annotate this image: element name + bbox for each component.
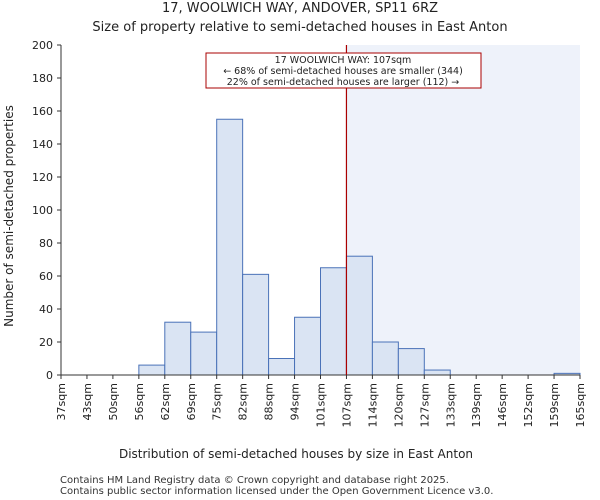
highlight-region bbox=[346, 45, 580, 375]
x-tick-label-82sqm: 82sqm bbox=[237, 383, 250, 420]
y-tick-label-0: 0 bbox=[46, 369, 53, 382]
bar-94sqm bbox=[294, 316, 321, 376]
bar-114sqm bbox=[371, 341, 399, 376]
x-tick-label-120sqm: 120sqm bbox=[392, 383, 405, 427]
x-tick-label-62sqm: 62sqm bbox=[159, 383, 172, 420]
bar-62sqm bbox=[164, 321, 192, 376]
x-tick-label-139sqm: 139sqm bbox=[470, 383, 483, 427]
bar-88sqm bbox=[268, 358, 296, 376]
y-axis-label: Number of semi-detached properties bbox=[2, 105, 16, 327]
y-tick-label-60: 60 bbox=[39, 270, 53, 283]
bar-120sqm bbox=[397, 348, 425, 376]
y-tick-label-80: 80 bbox=[39, 237, 53, 250]
x-tick-label-43sqm: 43sqm bbox=[81, 383, 94, 420]
footer-line-1: Contains HM Land Registry data © Crown c… bbox=[60, 475, 449, 486]
x-tick-label-88sqm: 88sqm bbox=[263, 383, 276, 420]
y-tick-label-200: 200 bbox=[32, 39, 53, 52]
y-tick-label-180: 180 bbox=[32, 72, 53, 85]
y-tick-label-20: 20 bbox=[39, 336, 53, 349]
bar-75sqm bbox=[216, 118, 244, 376]
annotation-line-1: 17 WOOLWICH WAY: 107sqm bbox=[275, 55, 412, 66]
footer-line-2: Contains public sector information licen… bbox=[60, 486, 493, 497]
annotation-frame bbox=[205, 52, 482, 89]
bar-82sqm bbox=[242, 273, 270, 376]
x-tick-label-94sqm: 94sqm bbox=[289, 383, 302, 420]
x-tick-label-107sqm: 107sqm bbox=[340, 383, 353, 427]
x-tick-label-127sqm: 127sqm bbox=[418, 383, 431, 427]
bar-107sqm bbox=[345, 255, 373, 376]
y-tick-label-120: 120 bbox=[32, 171, 53, 184]
x-tick-label-69sqm: 69sqm bbox=[185, 383, 198, 420]
x-tick-label-159sqm: 159sqm bbox=[548, 383, 561, 427]
x-tick-label-101sqm: 101sqm bbox=[315, 383, 328, 427]
y-tick-label-100: 100 bbox=[32, 204, 53, 217]
annotation-line-3: 22% of semi-detached houses are larger (… bbox=[227, 77, 460, 88]
bar-69sqm bbox=[190, 331, 218, 376]
bar-56sqm bbox=[138, 364, 166, 376]
annotation-line-2: ← 68% of semi-detached houses are smalle… bbox=[223, 66, 463, 77]
x-tick-label-152sqm: 152sqm bbox=[522, 383, 535, 427]
x-tick-label-50sqm: 50sqm bbox=[107, 383, 120, 420]
bar-101sqm bbox=[320, 267, 347, 376]
x-tick-label-75sqm: 75sqm bbox=[211, 383, 224, 420]
y-tick-label-140: 140 bbox=[32, 138, 53, 151]
x-tick-label-114sqm: 114sqm bbox=[366, 383, 379, 427]
x-tick-label-165sqm: 165sqm bbox=[574, 383, 587, 427]
y-tick-label-160: 160 bbox=[32, 105, 53, 118]
bar-127sqm bbox=[423, 369, 451, 376]
x-tick-label-37sqm: 37sqm bbox=[55, 383, 68, 420]
x-tick-label-146sqm: 146sqm bbox=[496, 383, 509, 427]
x-tick-label-56sqm: 56sqm bbox=[133, 383, 146, 420]
x-tick-label-133sqm: 133sqm bbox=[444, 383, 457, 427]
y-tick-label-40: 40 bbox=[39, 303, 53, 316]
annotation-box: 17 WOOLWICH WAY: 107sqm ← 68% of semi-de… bbox=[205, 52, 482, 89]
chart-title: 17, WOOLWICH WAY, ANDOVER, SP11 6RZ bbox=[162, 1, 438, 16]
chart-subtitle: Size of property relative to semi-detach… bbox=[92, 20, 507, 35]
x-axis-label: Distribution of semi-detached houses by … bbox=[119, 447, 473, 461]
